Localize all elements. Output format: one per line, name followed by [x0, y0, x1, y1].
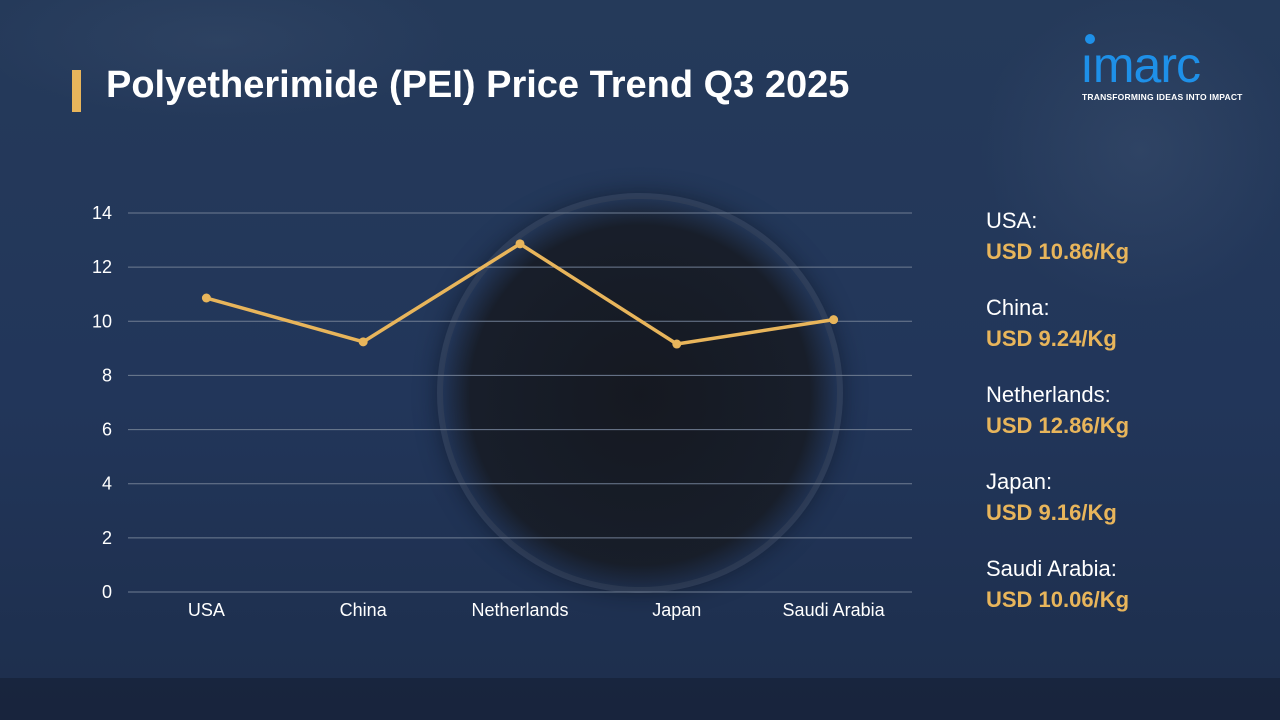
data-point: [358, 337, 368, 347]
page-title: Polyetherimide (PEI) Price Trend Q3 2025: [106, 64, 850, 106]
chart-x-tick-labels: USA China Netherlands Japan Saudi Arabia: [188, 600, 886, 620]
x-tick-label: Saudi Arabia: [783, 600, 886, 620]
legend-item-china: China: USD 9.24/Kg: [986, 293, 1129, 380]
legend-price: USD 9.16/Kg: [986, 500, 1117, 525]
y-tick-label: 8: [102, 365, 112, 385]
y-tick-label: 4: [102, 474, 112, 494]
y-tick-label: 12: [92, 257, 112, 277]
x-tick-label: USA: [188, 600, 225, 620]
y-tick-label: 14: [92, 203, 112, 223]
x-tick-label: China: [340, 600, 388, 620]
y-tick-label: 0: [102, 582, 112, 602]
legend-price: USD 10.86/Kg: [986, 239, 1130, 264]
legend-item-netherlands: Netherlands: USD 12.86/Kg: [986, 380, 1129, 467]
legend-item-usa: USA: USD 10.86/Kg: [986, 206, 1129, 293]
chart-y-tick-labels: 0 2 4 6 8 10 12 14: [92, 203, 112, 602]
legend-price: USD 12.86/Kg: [986, 413, 1130, 438]
data-point: [829, 315, 839, 325]
chart-gridlines: [128, 212, 912, 593]
data-point: [201, 293, 211, 303]
title-accent-bar: [72, 70, 81, 112]
price-legend: USA: USD 10.86/Kg China: USD 9.24/Kg Net…: [986, 206, 1129, 641]
y-tick-label: 6: [102, 420, 112, 440]
legend-price: USD 10.06/Kg: [986, 587, 1130, 612]
logo-wordmark: ımarc: [1080, 37, 1201, 93]
legend-country: Netherlands:: [986, 382, 1111, 407]
legend-item-japan: Japan: USD 9.16/Kg: [986, 467, 1129, 554]
x-tick-label: Japan: [652, 600, 701, 620]
logo-tagline: TRANSFORMING IDEAS INTO IMPACT: [1082, 92, 1243, 102]
y-tick-label: 10: [92, 311, 112, 331]
imarc-logo: ımarc TRANSFORMING IDEAS INTO IMPACT: [1080, 34, 1250, 104]
background-bottom-band: [0, 678, 1280, 720]
x-tick-label: Netherlands: [471, 600, 568, 620]
legend-country: Japan:: [986, 469, 1053, 494]
chart-series: [201, 239, 839, 349]
series-line: [205, 242, 834, 346]
logo-dot: [1085, 34, 1095, 44]
legend-country: China:: [986, 295, 1050, 320]
data-point: [672, 339, 682, 349]
y-tick-label: 2: [102, 528, 112, 548]
data-point: [515, 239, 525, 249]
legend-country: USA:: [986, 208, 1038, 233]
legend-country: Saudi Arabia:: [986, 556, 1117, 581]
legend-item-saudi-arabia: Saudi Arabia: USD 10.06/Kg: [986, 554, 1129, 641]
legend-price: USD 9.24/Kg: [986, 326, 1117, 351]
